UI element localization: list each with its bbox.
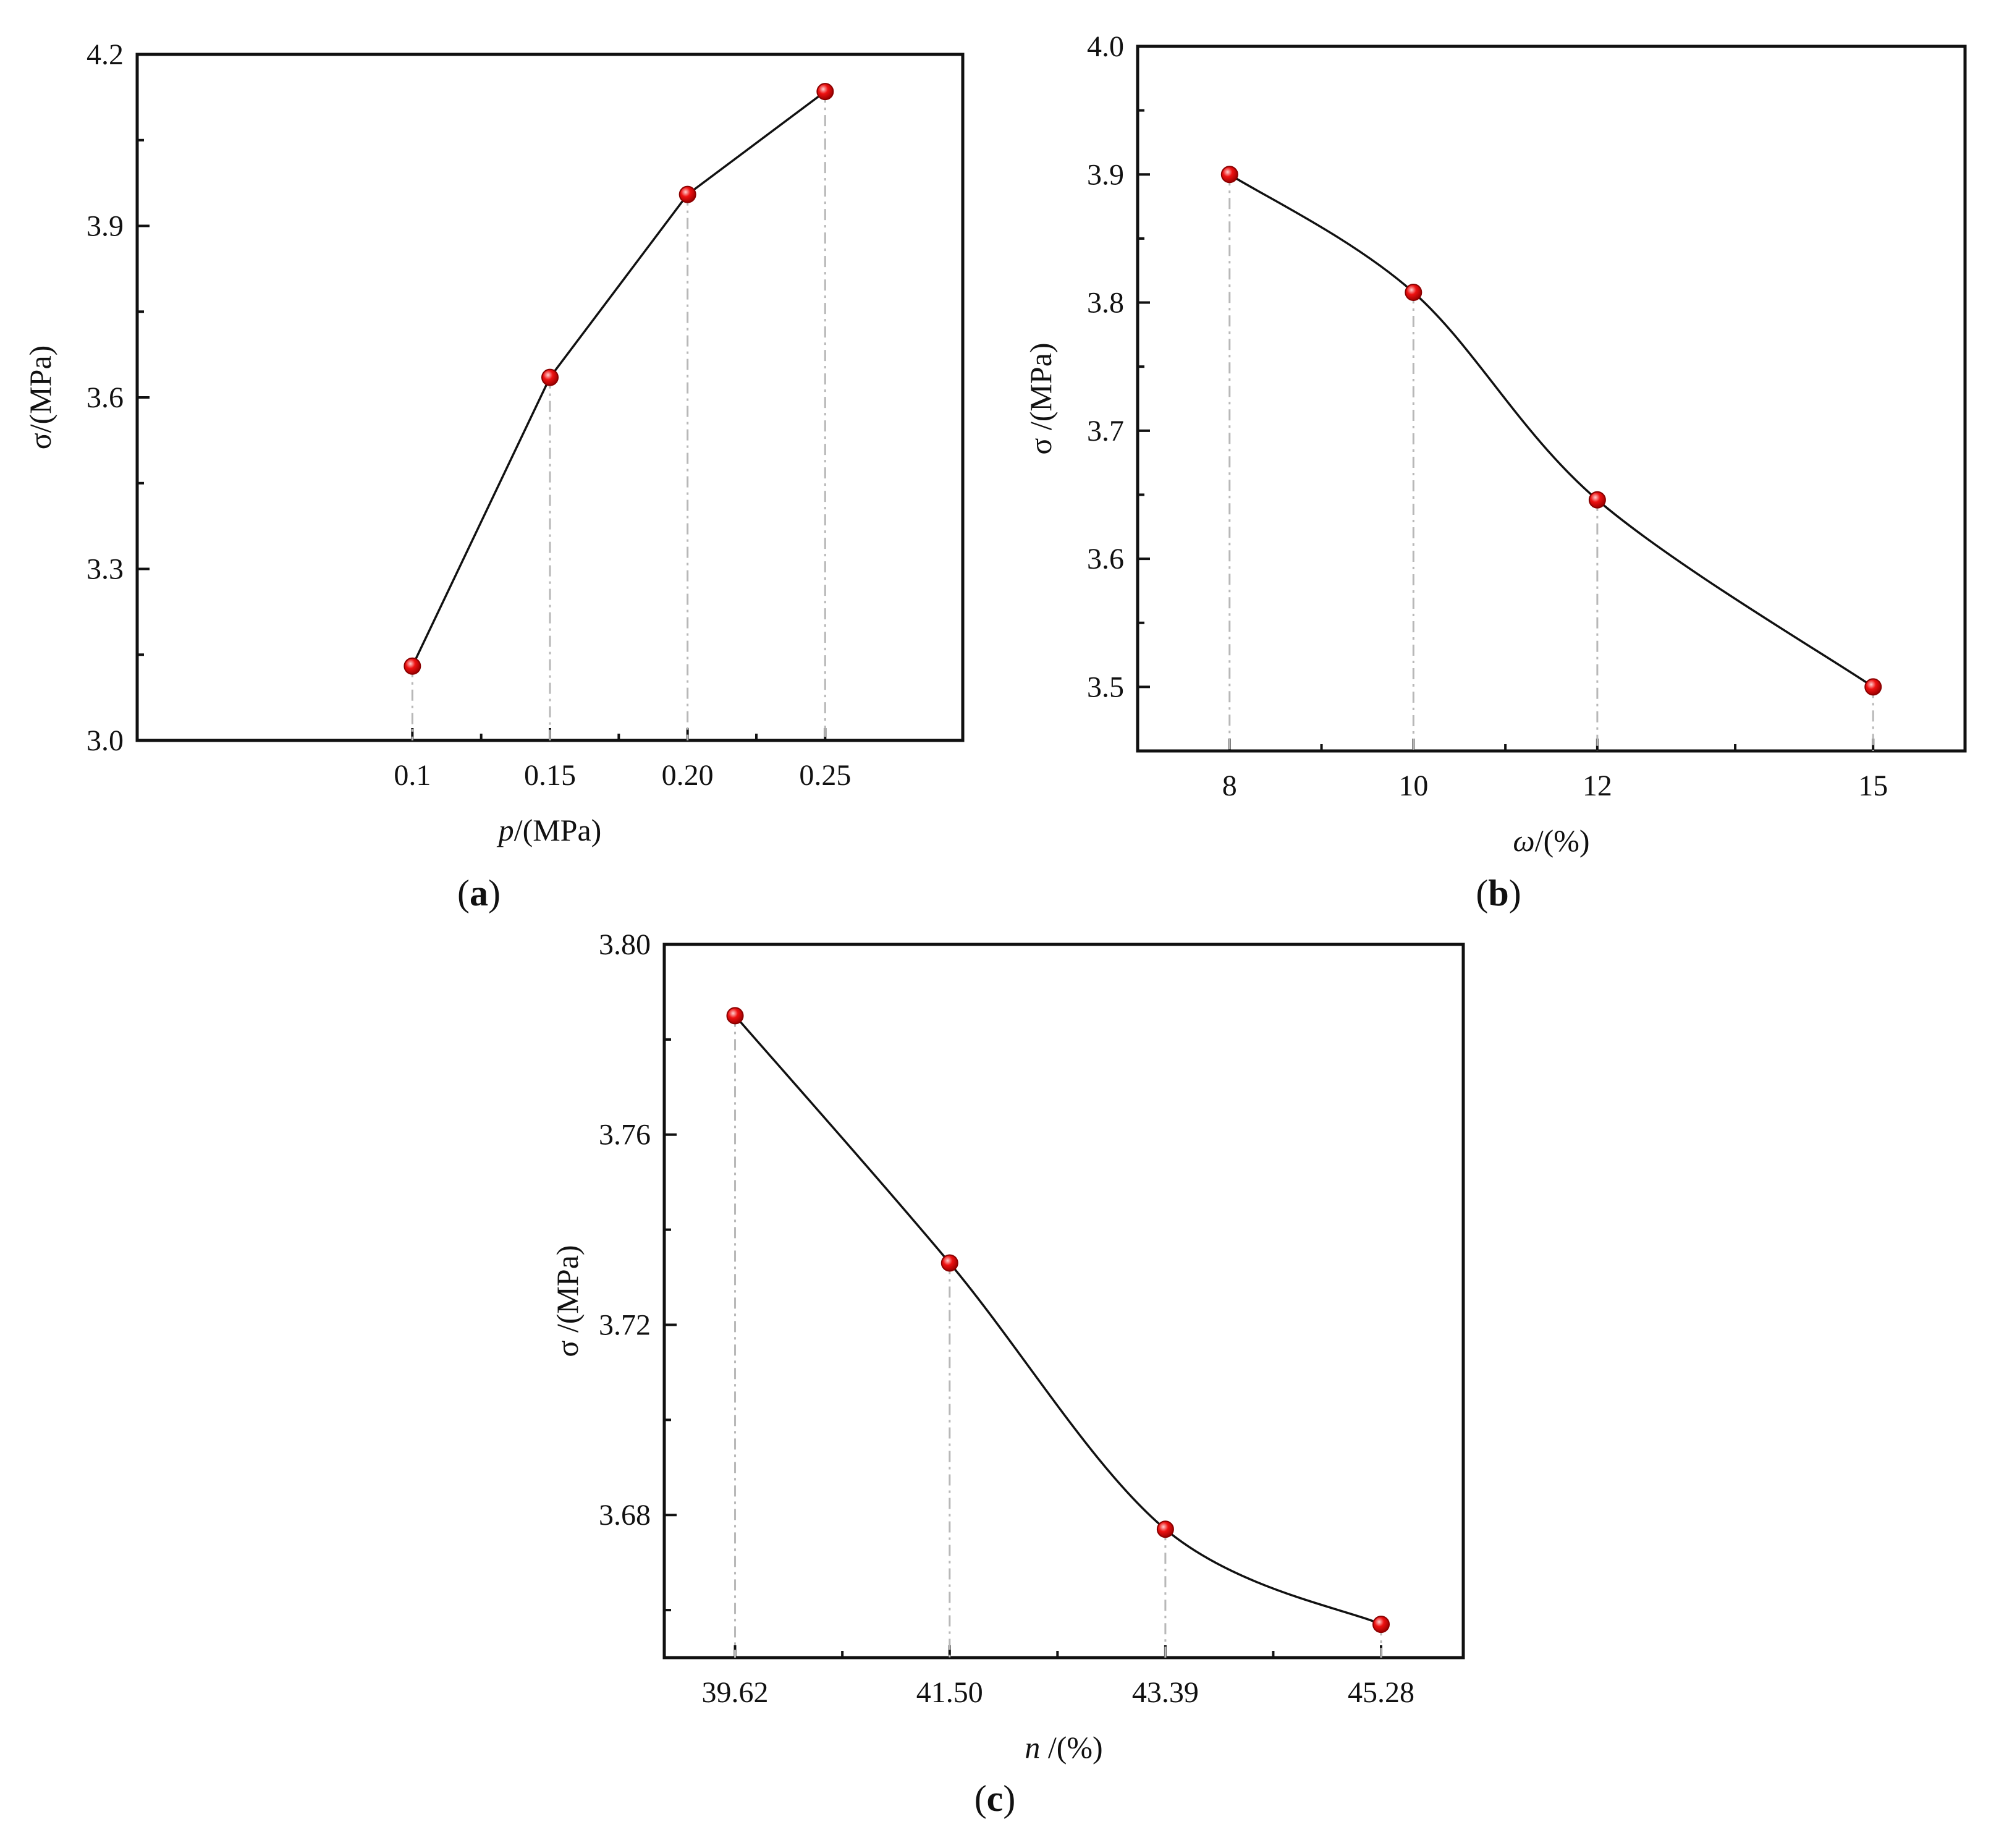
y-tick-label: 4.0 bbox=[1087, 30, 1124, 63]
data-point bbox=[1372, 1616, 1390, 1634]
chart-panel-b: 3.5 3.6 3.7 3.8 3.9 4.0 8 10 12 15 ω/(%) σ /(MPa) (b… bbox=[1023, 30, 1967, 913]
y-tick-label: 3.76 bbox=[599, 1119, 651, 1151]
plot-frame bbox=[662, 943, 1465, 1659]
x-axis-variable: ω bbox=[1513, 823, 1534, 858]
x-tick-label: 15 bbox=[1858, 769, 1888, 802]
chart-panel-c: 3.68 3.72 3.76 3.80 39.62 41.50 43.39 45.28 n /(… bbox=[550, 928, 1465, 1819]
x-tick-label: 41.50 bbox=[916, 1676, 983, 1709]
x-tick-label: 45.28 bbox=[1348, 1676, 1414, 1709]
chart-panel-a: 3.0 3.3 3.6 3.9 4.2 0.1 0.15 0.20 0.25 p/(MPa) σ/(… bbox=[23, 38, 965, 913]
data-point bbox=[1405, 283, 1422, 301]
y-tick-label: 3.8 bbox=[1087, 287, 1124, 320]
data-point bbox=[816, 83, 834, 101]
panel-label-letter: b bbox=[1488, 873, 1508, 913]
y-tick-label: 3.3 bbox=[87, 553, 124, 586]
x-tick-label: 0.15 bbox=[524, 759, 576, 792]
x-axis-label: p/(MPa) bbox=[497, 813, 602, 847]
y-tick-label: 3.6 bbox=[1087, 543, 1124, 575]
data-point bbox=[678, 185, 696, 203]
data-point bbox=[1156, 1520, 1174, 1538]
x-tick-label: 39.62 bbox=[702, 1676, 769, 1709]
panel-label-open: ( bbox=[974, 1778, 987, 1819]
y-axis-label: σ /(MPa) bbox=[1023, 342, 1058, 454]
x-axis-unit: /(%) bbox=[1535, 823, 1590, 858]
data-point bbox=[1864, 678, 1882, 696]
y-tick-label: 3.80 bbox=[599, 928, 651, 961]
data-point bbox=[404, 657, 421, 675]
data-point bbox=[941, 1254, 958, 1272]
panel-label-open: ( bbox=[457, 873, 470, 913]
x-axis-variable: p bbox=[497, 813, 514, 847]
panel-label: (c) bbox=[974, 1778, 1016, 1819]
x-axis-label: ω/(%) bbox=[1513, 823, 1589, 858]
panel-label-close: ) bbox=[488, 873, 501, 913]
x-tick-label: 0.1 bbox=[394, 759, 431, 792]
panel-label: (a) bbox=[457, 873, 501, 913]
x-tick-label: 8 bbox=[1222, 769, 1237, 802]
data-point bbox=[1220, 166, 1238, 184]
panel-label: (b) bbox=[1476, 873, 1521, 913]
data-point bbox=[726, 1007, 744, 1025]
y-axis-label: σ /(MPa) bbox=[550, 1245, 585, 1357]
panel-label-close: ) bbox=[1003, 1778, 1015, 1819]
y-tick-label: 3.6 bbox=[87, 381, 124, 414]
x-tick-label: 0.20 bbox=[662, 759, 714, 792]
panel-label-open: ( bbox=[1476, 873, 1488, 913]
panel-label-letter: a bbox=[470, 873, 488, 913]
x-tick-label: 10 bbox=[1398, 769, 1428, 802]
panel-label-close: ) bbox=[1509, 873, 1521, 913]
y-tick-label: 3.9 bbox=[87, 210, 124, 243]
plot-frame bbox=[1136, 45, 1967, 753]
y-tick-label: 3.9 bbox=[1087, 158, 1124, 191]
x-axis-unit: /(MPa) bbox=[514, 813, 602, 847]
panel-label-letter: c bbox=[987, 1778, 1004, 1819]
data-point bbox=[1588, 491, 1606, 509]
x-axis-label: n /(%) bbox=[1025, 1730, 1102, 1765]
series-line bbox=[1228, 173, 1874, 688]
y-tick-label: 3.68 bbox=[599, 1499, 651, 1532]
x-axis-variable: n bbox=[1025, 1730, 1040, 1765]
y-tick-label: 3.0 bbox=[87, 724, 124, 757]
series-line bbox=[411, 90, 826, 667]
data-point bbox=[541, 368, 559, 386]
y-tick-label: 4.2 bbox=[87, 38, 124, 71]
x-tick-label: 0.25 bbox=[799, 759, 851, 792]
y-tick-label: 3.5 bbox=[1087, 671, 1124, 703]
x-tick-label: 12 bbox=[1583, 769, 1612, 802]
y-tick-label: 3.7 bbox=[1087, 415, 1124, 447]
x-axis-unit: /(%) bbox=[1040, 1730, 1102, 1765]
y-tick-label: 3.72 bbox=[599, 1308, 651, 1341]
y-axis-label: σ/(MPa) bbox=[23, 345, 57, 450]
x-tick-label: 43.39 bbox=[1132, 1676, 1199, 1709]
series-line bbox=[734, 1015, 1382, 1625]
